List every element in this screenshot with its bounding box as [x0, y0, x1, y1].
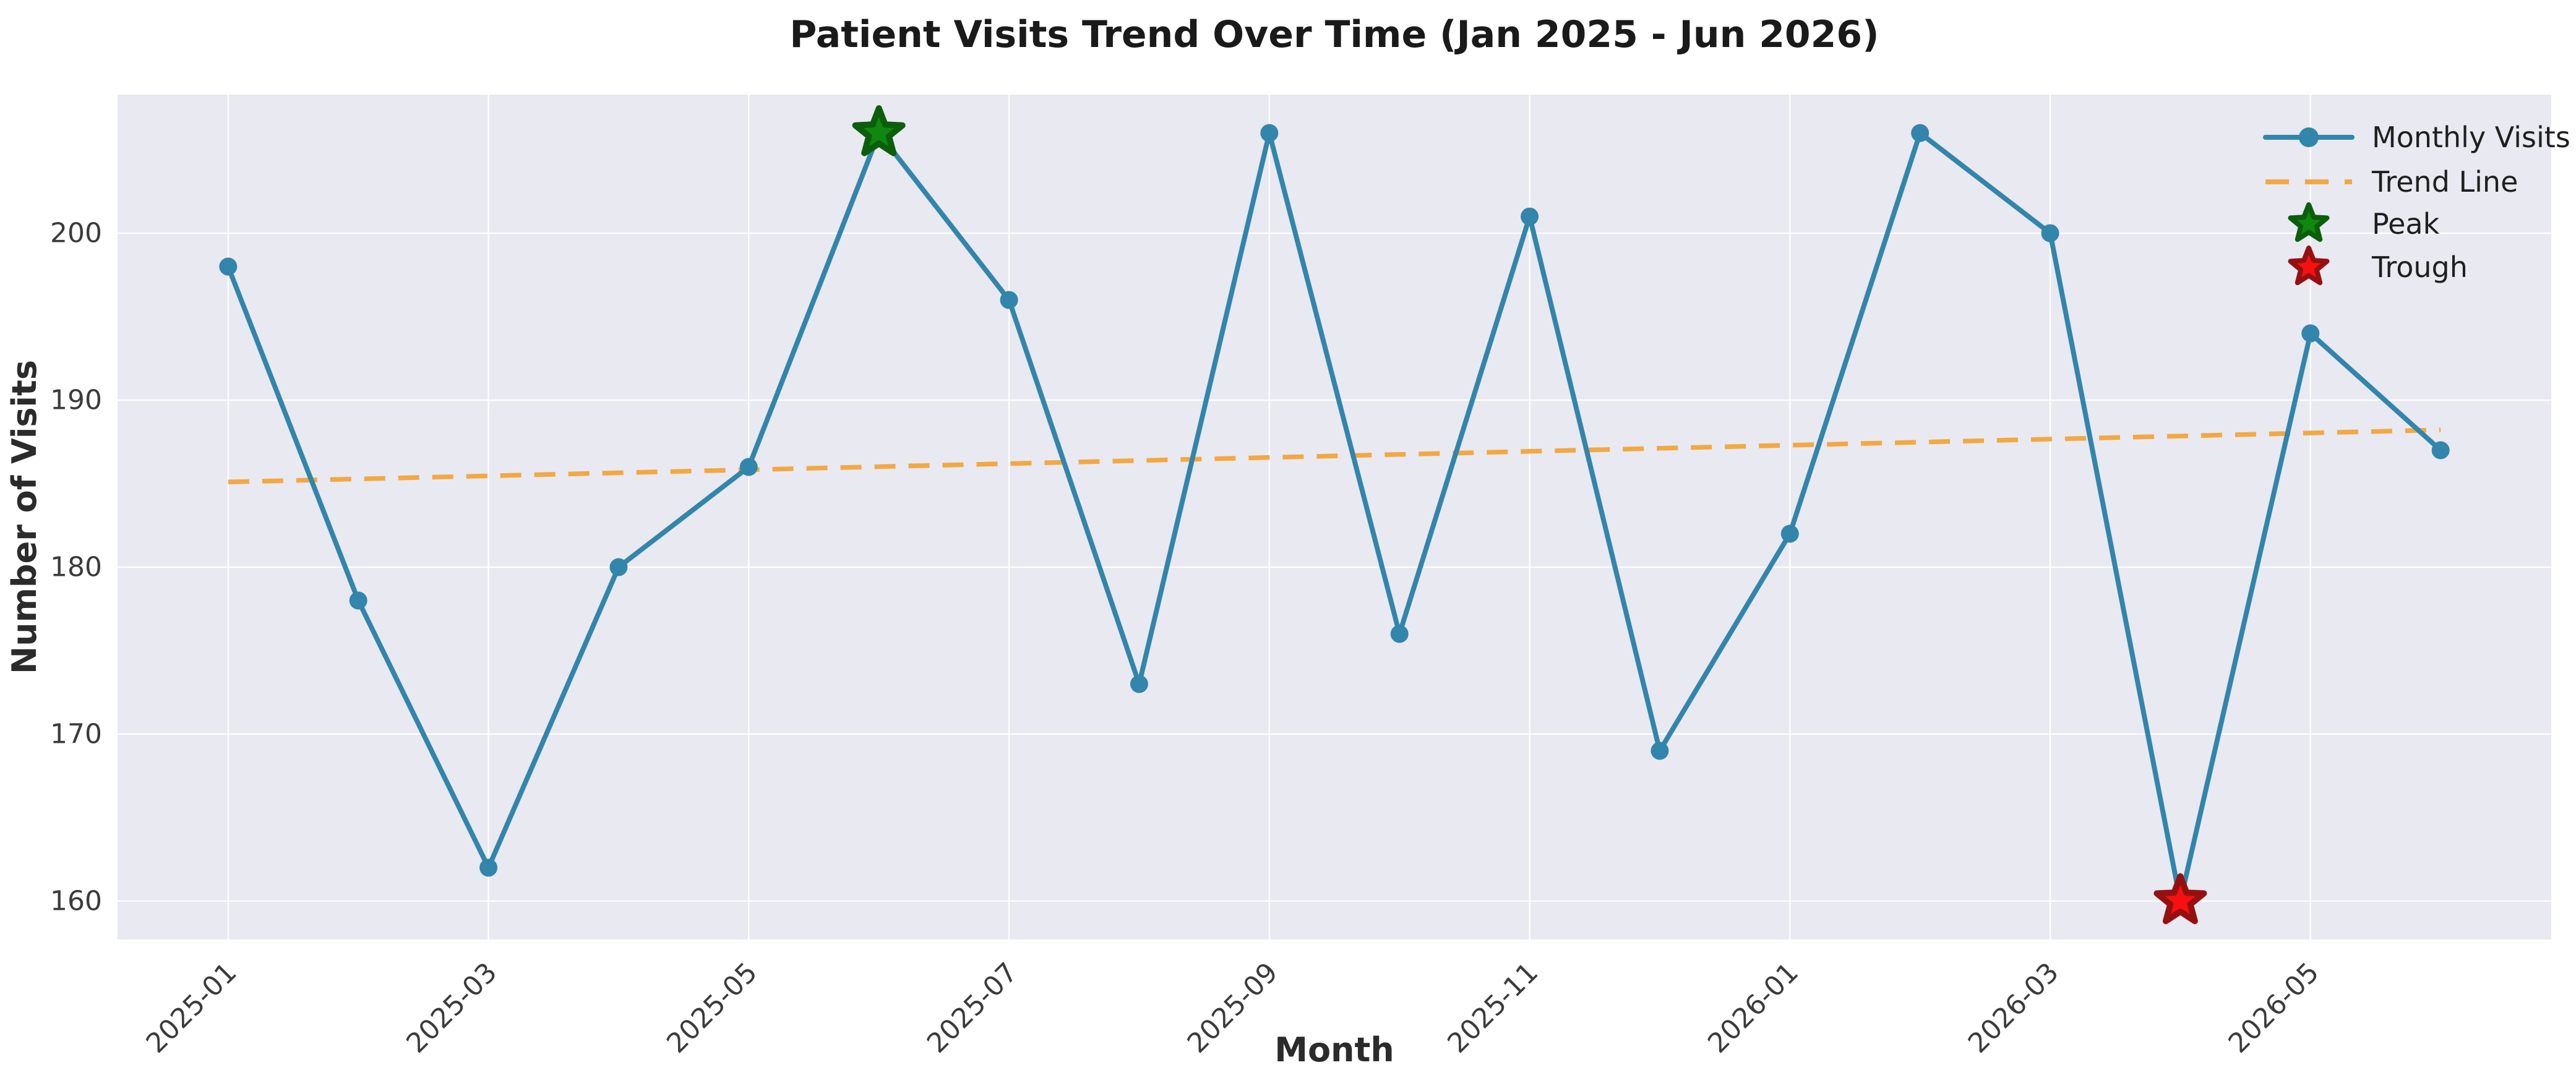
legend-item-label-0: Monthly Visits [2372, 121, 2570, 154]
data-point-2026-06 [2431, 441, 2450, 460]
trend-line [228, 427, 2441, 485]
y-tick-label-200: 200 [50, 218, 102, 249]
data-point-2026-05 [2301, 324, 2320, 343]
data-point-2025-02 [349, 591, 367, 610]
legend-green-star-icon [2288, 202, 2330, 242]
data-point-2026-01 [1780, 524, 1799, 543]
annotation-layer [852, 105, 2207, 925]
data-point-2025-11 [1521, 207, 1539, 226]
data-point-2025-10 [1390, 625, 1409, 643]
legend-red-star-icon [2288, 246, 2330, 286]
data-point-2025-09 [1260, 124, 1279, 142]
data-point-2025-04 [609, 558, 628, 576]
y-tick-label-190: 190 [50, 385, 102, 416]
trough-star-icon [2153, 873, 2207, 925]
x-tick-label-2026-03: 2026-03 [1962, 957, 2065, 1059]
chart-title: Patient Visits Trend Over Time (Jan 2025… [789, 13, 1879, 56]
y-tick-label-160: 160 [50, 885, 102, 917]
x-tick-label-2026-01: 2026-01 [1702, 957, 1805, 1059]
data-point-2025-05 [739, 458, 758, 476]
y-axis-label: Number of Visits [5, 360, 44, 674]
x-axis-label: Month [1274, 1030, 1394, 1069]
x-tick-label-2026-05: 2026-05 [2223, 957, 2325, 1059]
legend-marker-sample [2299, 127, 2319, 147]
data-point-2026-02 [1911, 124, 1930, 142]
data-point-2026-03 [2041, 224, 2059, 242]
gridlines [118, 95, 2551, 939]
y-tick-label-170: 170 [50, 718, 102, 750]
x-tick-label-2025-01: 2025-01 [140, 957, 243, 1059]
data-point-2025-01 [219, 257, 238, 276]
legend-item-label-1: Trend Line [2371, 165, 2518, 199]
data-point-2025-03 [479, 858, 498, 877]
y-tick-label-180: 180 [50, 551, 102, 583]
legend-item-label-2: Peak [2372, 207, 2440, 241]
plot-area-background [118, 95, 2551, 939]
monthly-visits-line [225, 130, 2444, 904]
x-tick-label-2025-05: 2025-05 [661, 957, 763, 1059]
peak-star-icon [852, 105, 906, 156]
legend-item-label-3: Trough [2371, 250, 2468, 284]
data-point-2025-07 [1000, 291, 1018, 309]
x-tick-label-2025-09: 2025-09 [1182, 957, 1284, 1059]
legend: Monthly Visits Trend Line Peak Trough [2263, 121, 2570, 286]
x-tick-label-2025-03: 2025-03 [400, 957, 503, 1059]
data-point-2025-12 [1651, 742, 1669, 760]
x-tick-label-2025-11: 2025-11 [1441, 957, 1544, 1059]
x-tick-label-2025-07: 2025-07 [921, 957, 1024, 1059]
data-point-2025-08 [1130, 675, 1148, 693]
